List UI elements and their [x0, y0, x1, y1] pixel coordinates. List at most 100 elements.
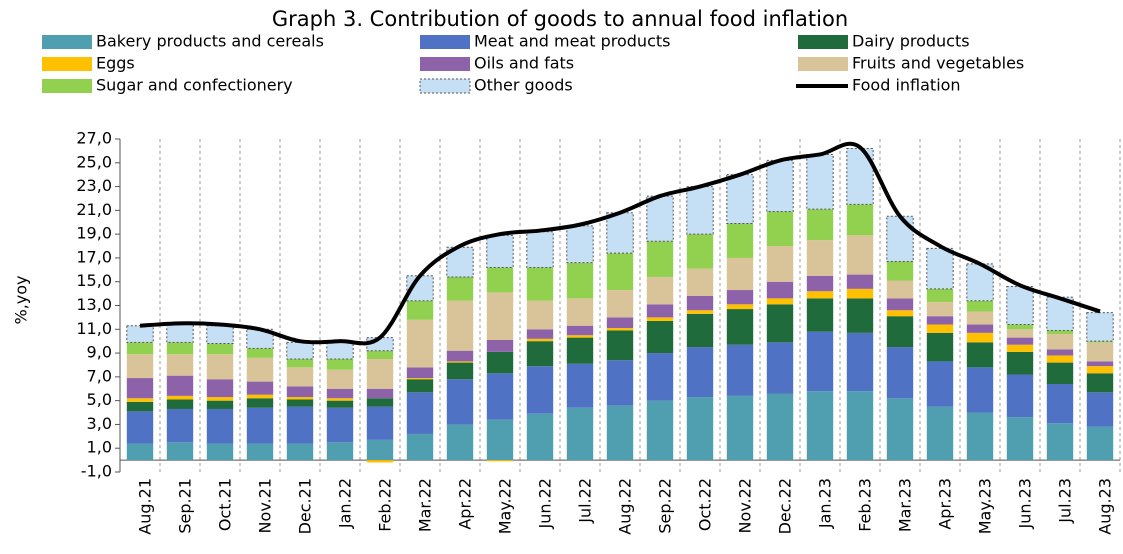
bar-segment	[726, 395, 754, 461]
bar-segment	[1046, 355, 1074, 363]
bar-segment	[526, 341, 554, 367]
bar-segment	[166, 395, 194, 400]
bar-segment	[446, 379, 474, 425]
bar-segment	[206, 325, 234, 345]
bar-segment	[806, 391, 834, 461]
bar-segment	[366, 350, 394, 360]
x-tick-label: Apr.23	[936, 478, 955, 530]
bar-segment	[526, 366, 554, 414]
bar-segment	[446, 362, 474, 380]
legend-label: Food inflation	[852, 76, 961, 95]
bar-segment	[246, 443, 274, 461]
bar-segment	[126, 443, 154, 461]
bar-segment	[646, 320, 674, 354]
bar-segment	[886, 298, 914, 311]
bar-segment	[246, 407, 274, 444]
y-tick-label: 13,0	[76, 295, 112, 314]
bar-segment	[886, 398, 914, 461]
bar-segment	[366, 388, 394, 399]
y-tick-label: 23,0	[76, 176, 112, 195]
bar-segment	[726, 304, 754, 310]
y-tick-label: 25,0	[76, 152, 112, 171]
legend-label: Bakery products and cereals	[96, 32, 324, 51]
x-tick-label: May.23	[976, 478, 995, 534]
bar-segment	[606, 405, 634, 461]
bar-segment	[366, 460, 394, 463]
x-tick-label: Apr.22	[456, 478, 475, 530]
bar-segment	[166, 399, 194, 409]
bar-segment	[286, 359, 314, 368]
bar-segment	[446, 361, 474, 363]
bar-segment	[486, 292, 514, 340]
legend-swatch	[798, 57, 848, 71]
bar-segment	[326, 341, 354, 360]
bar-segment	[126, 401, 154, 412]
bar-segment	[806, 331, 834, 392]
bar-segment	[606, 328, 634, 331]
bar-segment	[246, 381, 274, 395]
bar-segment	[166, 354, 194, 376]
chart-title: Graph 3. Contribution of goods to annual…	[272, 7, 848, 31]
bar-segment	[766, 304, 794, 343]
bar-segment	[646, 400, 674, 461]
x-tick-label: Oct.22	[696, 478, 715, 531]
y-tick-label: -1,0	[81, 462, 112, 481]
bar-segment	[566, 335, 594, 338]
bar-segment	[246, 398, 274, 408]
bar-segment	[846, 391, 874, 461]
bar-segment	[726, 223, 754, 258]
bar-segment	[1006, 329, 1034, 338]
bar-segment	[846, 298, 874, 333]
bar-segment	[766, 211, 794, 247]
bar-segment	[406, 433, 434, 461]
bar-segment	[766, 281, 794, 299]
legend-label: Fruits and vegetables	[852, 54, 1024, 73]
bar-segment	[806, 153, 834, 210]
bar-segment	[566, 225, 594, 264]
bar-segment	[126, 398, 154, 402]
bar-segment	[726, 174, 754, 224]
x-tick-label: Jul.22	[576, 478, 595, 524]
bar-segment	[766, 246, 794, 282]
bar-segment	[686, 310, 714, 314]
legend-label: Sugar and confectionery	[96, 76, 293, 95]
bar-segment	[886, 215, 914, 262]
legend-label: Meat and meat products	[474, 32, 670, 51]
legend-swatch	[42, 57, 92, 71]
bar-segment	[486, 460, 514, 462]
bar-segment	[846, 332, 874, 392]
y-tick-label: 3,0	[87, 414, 112, 433]
bar-segment	[126, 325, 154, 343]
bar-segment	[446, 276, 474, 301]
bar-segment	[206, 379, 234, 398]
bar-segment	[126, 342, 154, 355]
legend-label: Eggs	[96, 54, 135, 73]
bar-segment	[526, 413, 554, 461]
bar-segment	[966, 324, 994, 333]
bar-segment	[286, 399, 314, 407]
x-tick-label: Jun.23	[1016, 478, 1035, 529]
bar-segment	[286, 443, 314, 461]
bar-segment	[166, 442, 194, 461]
y-tick-label: 1,0	[87, 438, 112, 457]
y-tick-label: 9,0	[87, 343, 112, 362]
bar-segment	[806, 298, 834, 332]
bar-segment	[646, 276, 674, 305]
bar-segment	[1086, 392, 1114, 427]
legend-swatch	[420, 35, 470, 49]
bar-segment	[406, 378, 434, 380]
bar-segment	[926, 332, 954, 362]
x-tick-label: Oct.21	[216, 478, 235, 531]
x-tick-label: Jul.23	[1056, 478, 1075, 524]
bar-segment	[1086, 373, 1114, 393]
bar-segment	[166, 342, 194, 355]
bar-segment	[766, 159, 794, 213]
bar-segment	[966, 332, 994, 343]
bar-segment	[366, 439, 394, 461]
bar-segment	[366, 398, 394, 407]
bar-segment	[406, 300, 434, 320]
bar-segment	[126, 354, 154, 379]
bar-segment	[886, 310, 914, 317]
y-tick-label: 11,0	[76, 319, 112, 338]
